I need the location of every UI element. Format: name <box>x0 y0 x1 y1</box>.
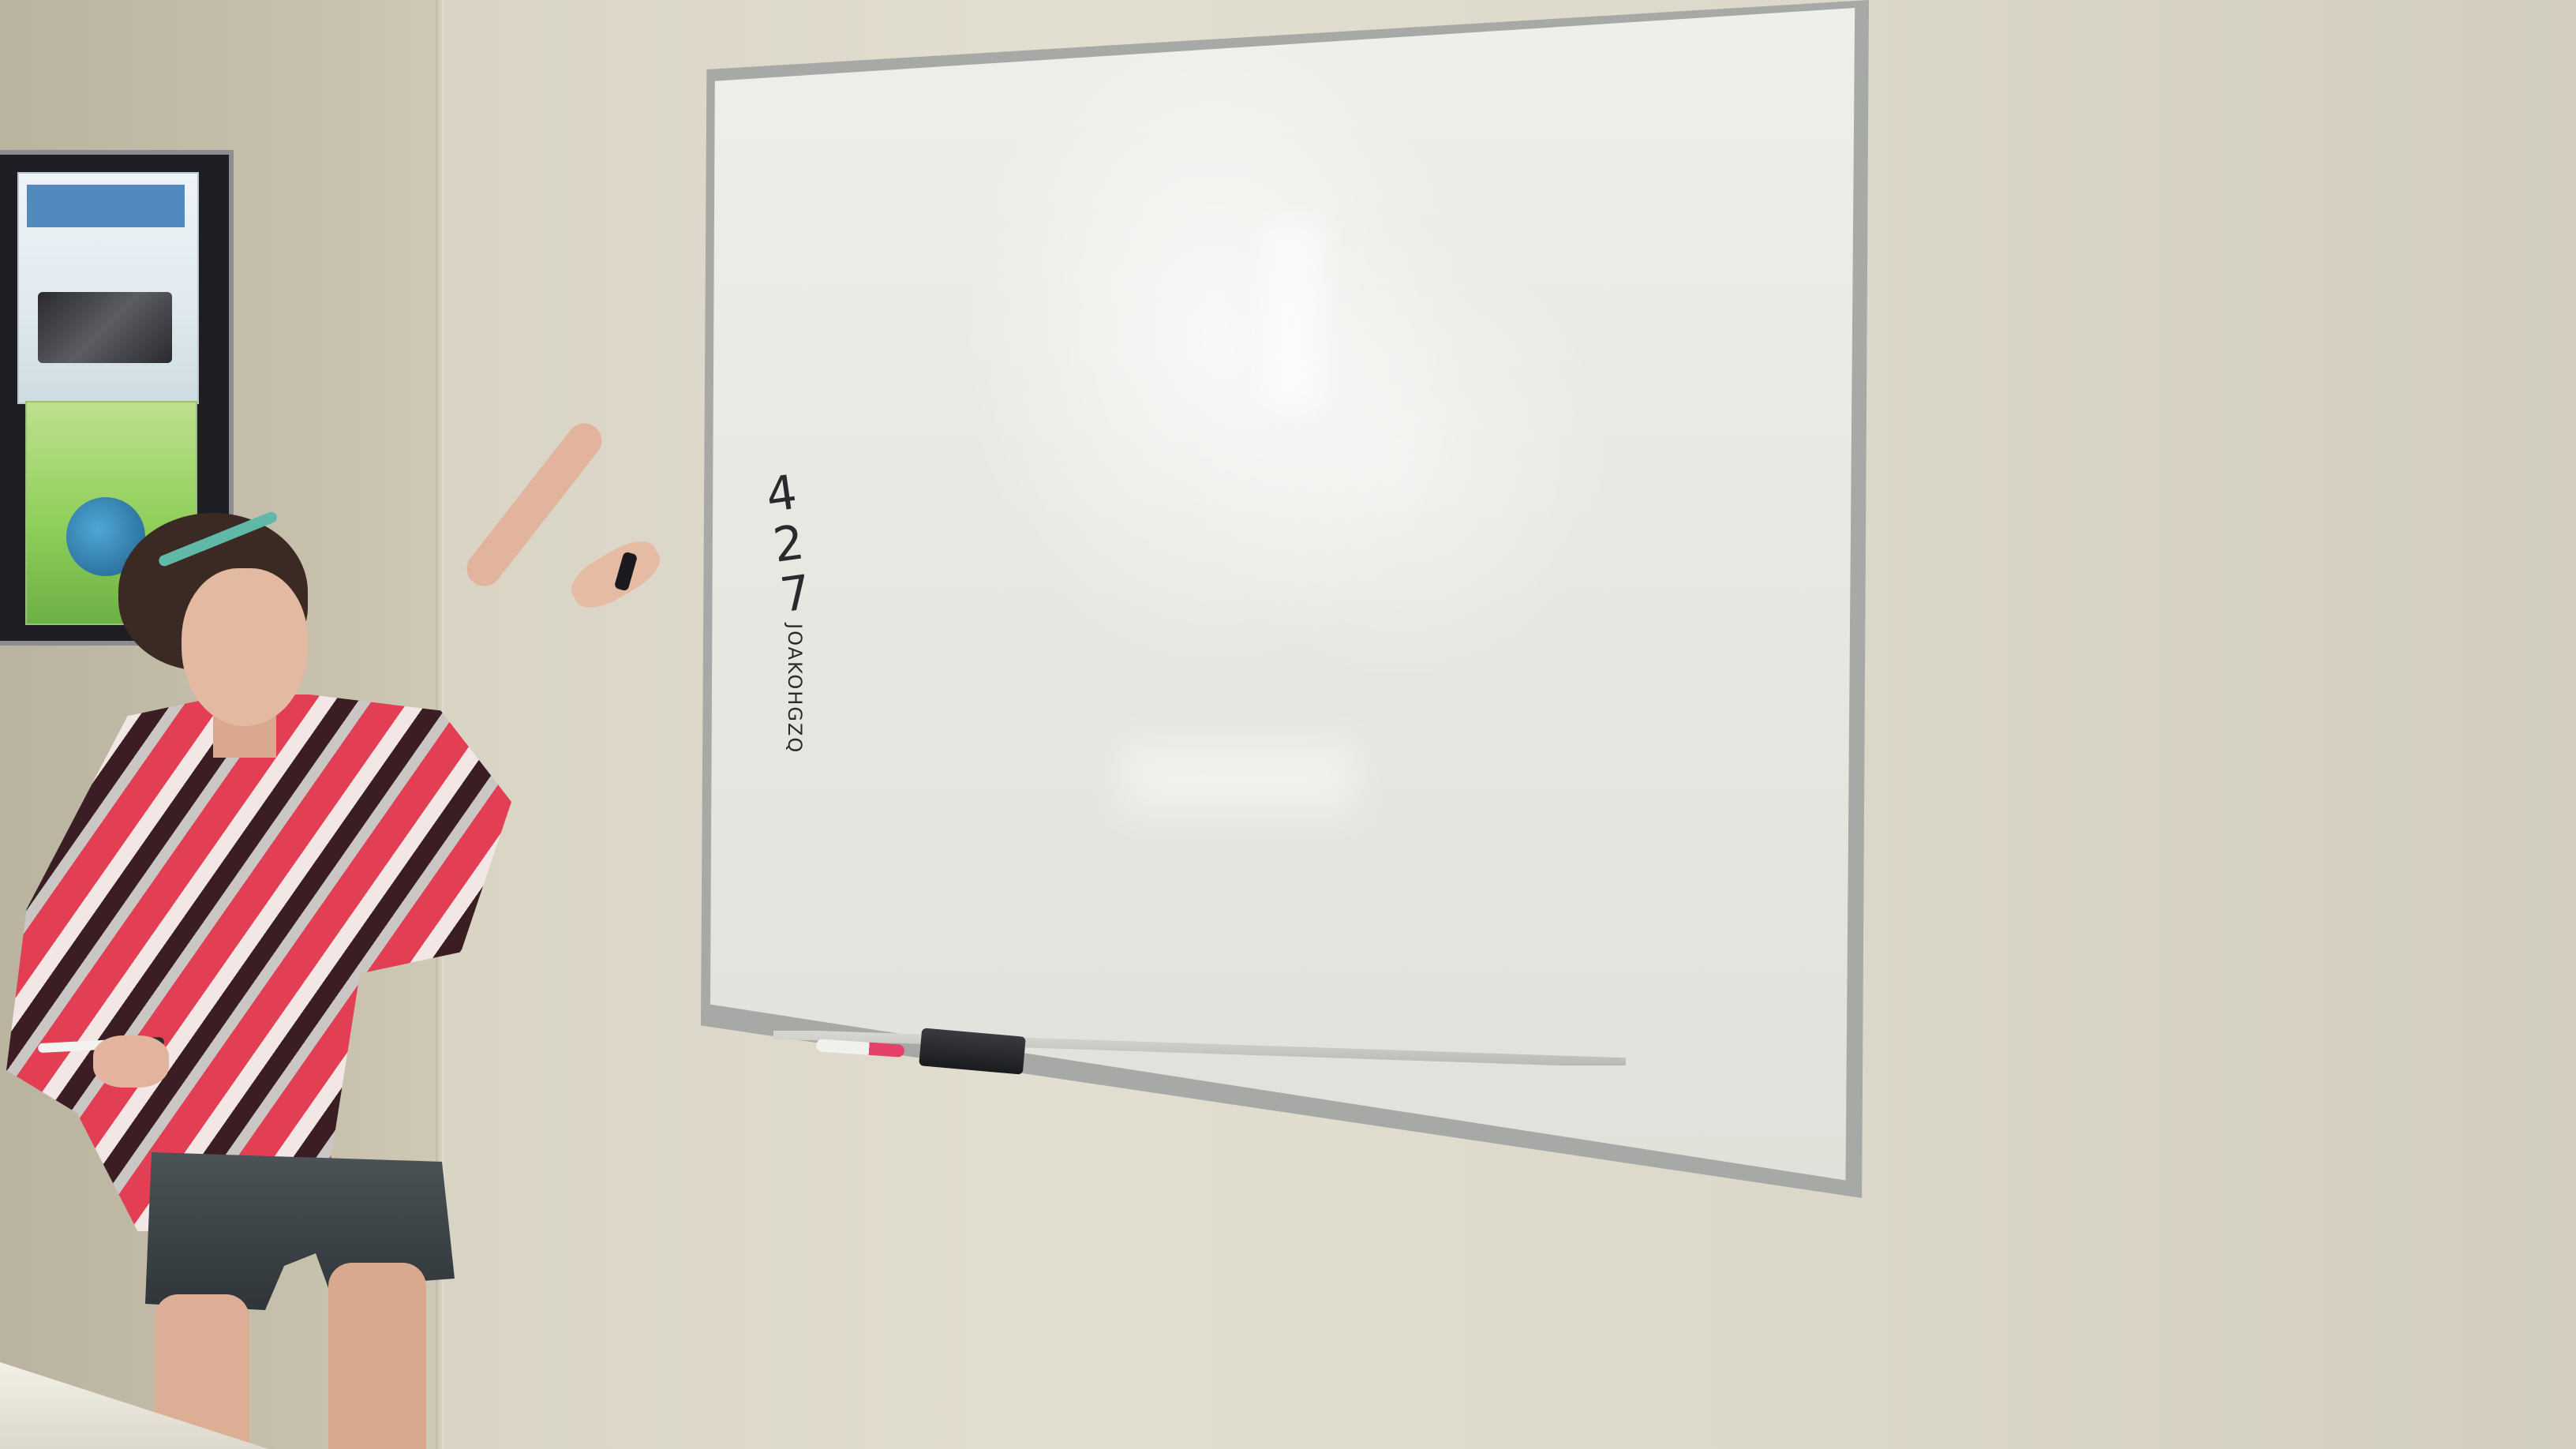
girl-lower-hand <box>93 1035 169 1088</box>
flyer-banner <box>27 185 185 227</box>
whiteboard-writing: 4 2 7 JOAKOHGZQ <box>763 465 821 767</box>
board-eraser <box>919 1028 1026 1075</box>
tablets-image <box>38 292 172 363</box>
light-glare-lower <box>1121 742 1357 813</box>
writing-letters: JOAKOHGZQ <box>784 623 806 754</box>
tablet-flyer <box>17 172 199 404</box>
girl-face <box>182 568 308 726</box>
girl-raised-hand <box>564 531 668 618</box>
whiteboard <box>710 8 1855 1181</box>
girl-right-leg <box>328 1263 426 1449</box>
light-glare <box>1263 221 1326 410</box>
